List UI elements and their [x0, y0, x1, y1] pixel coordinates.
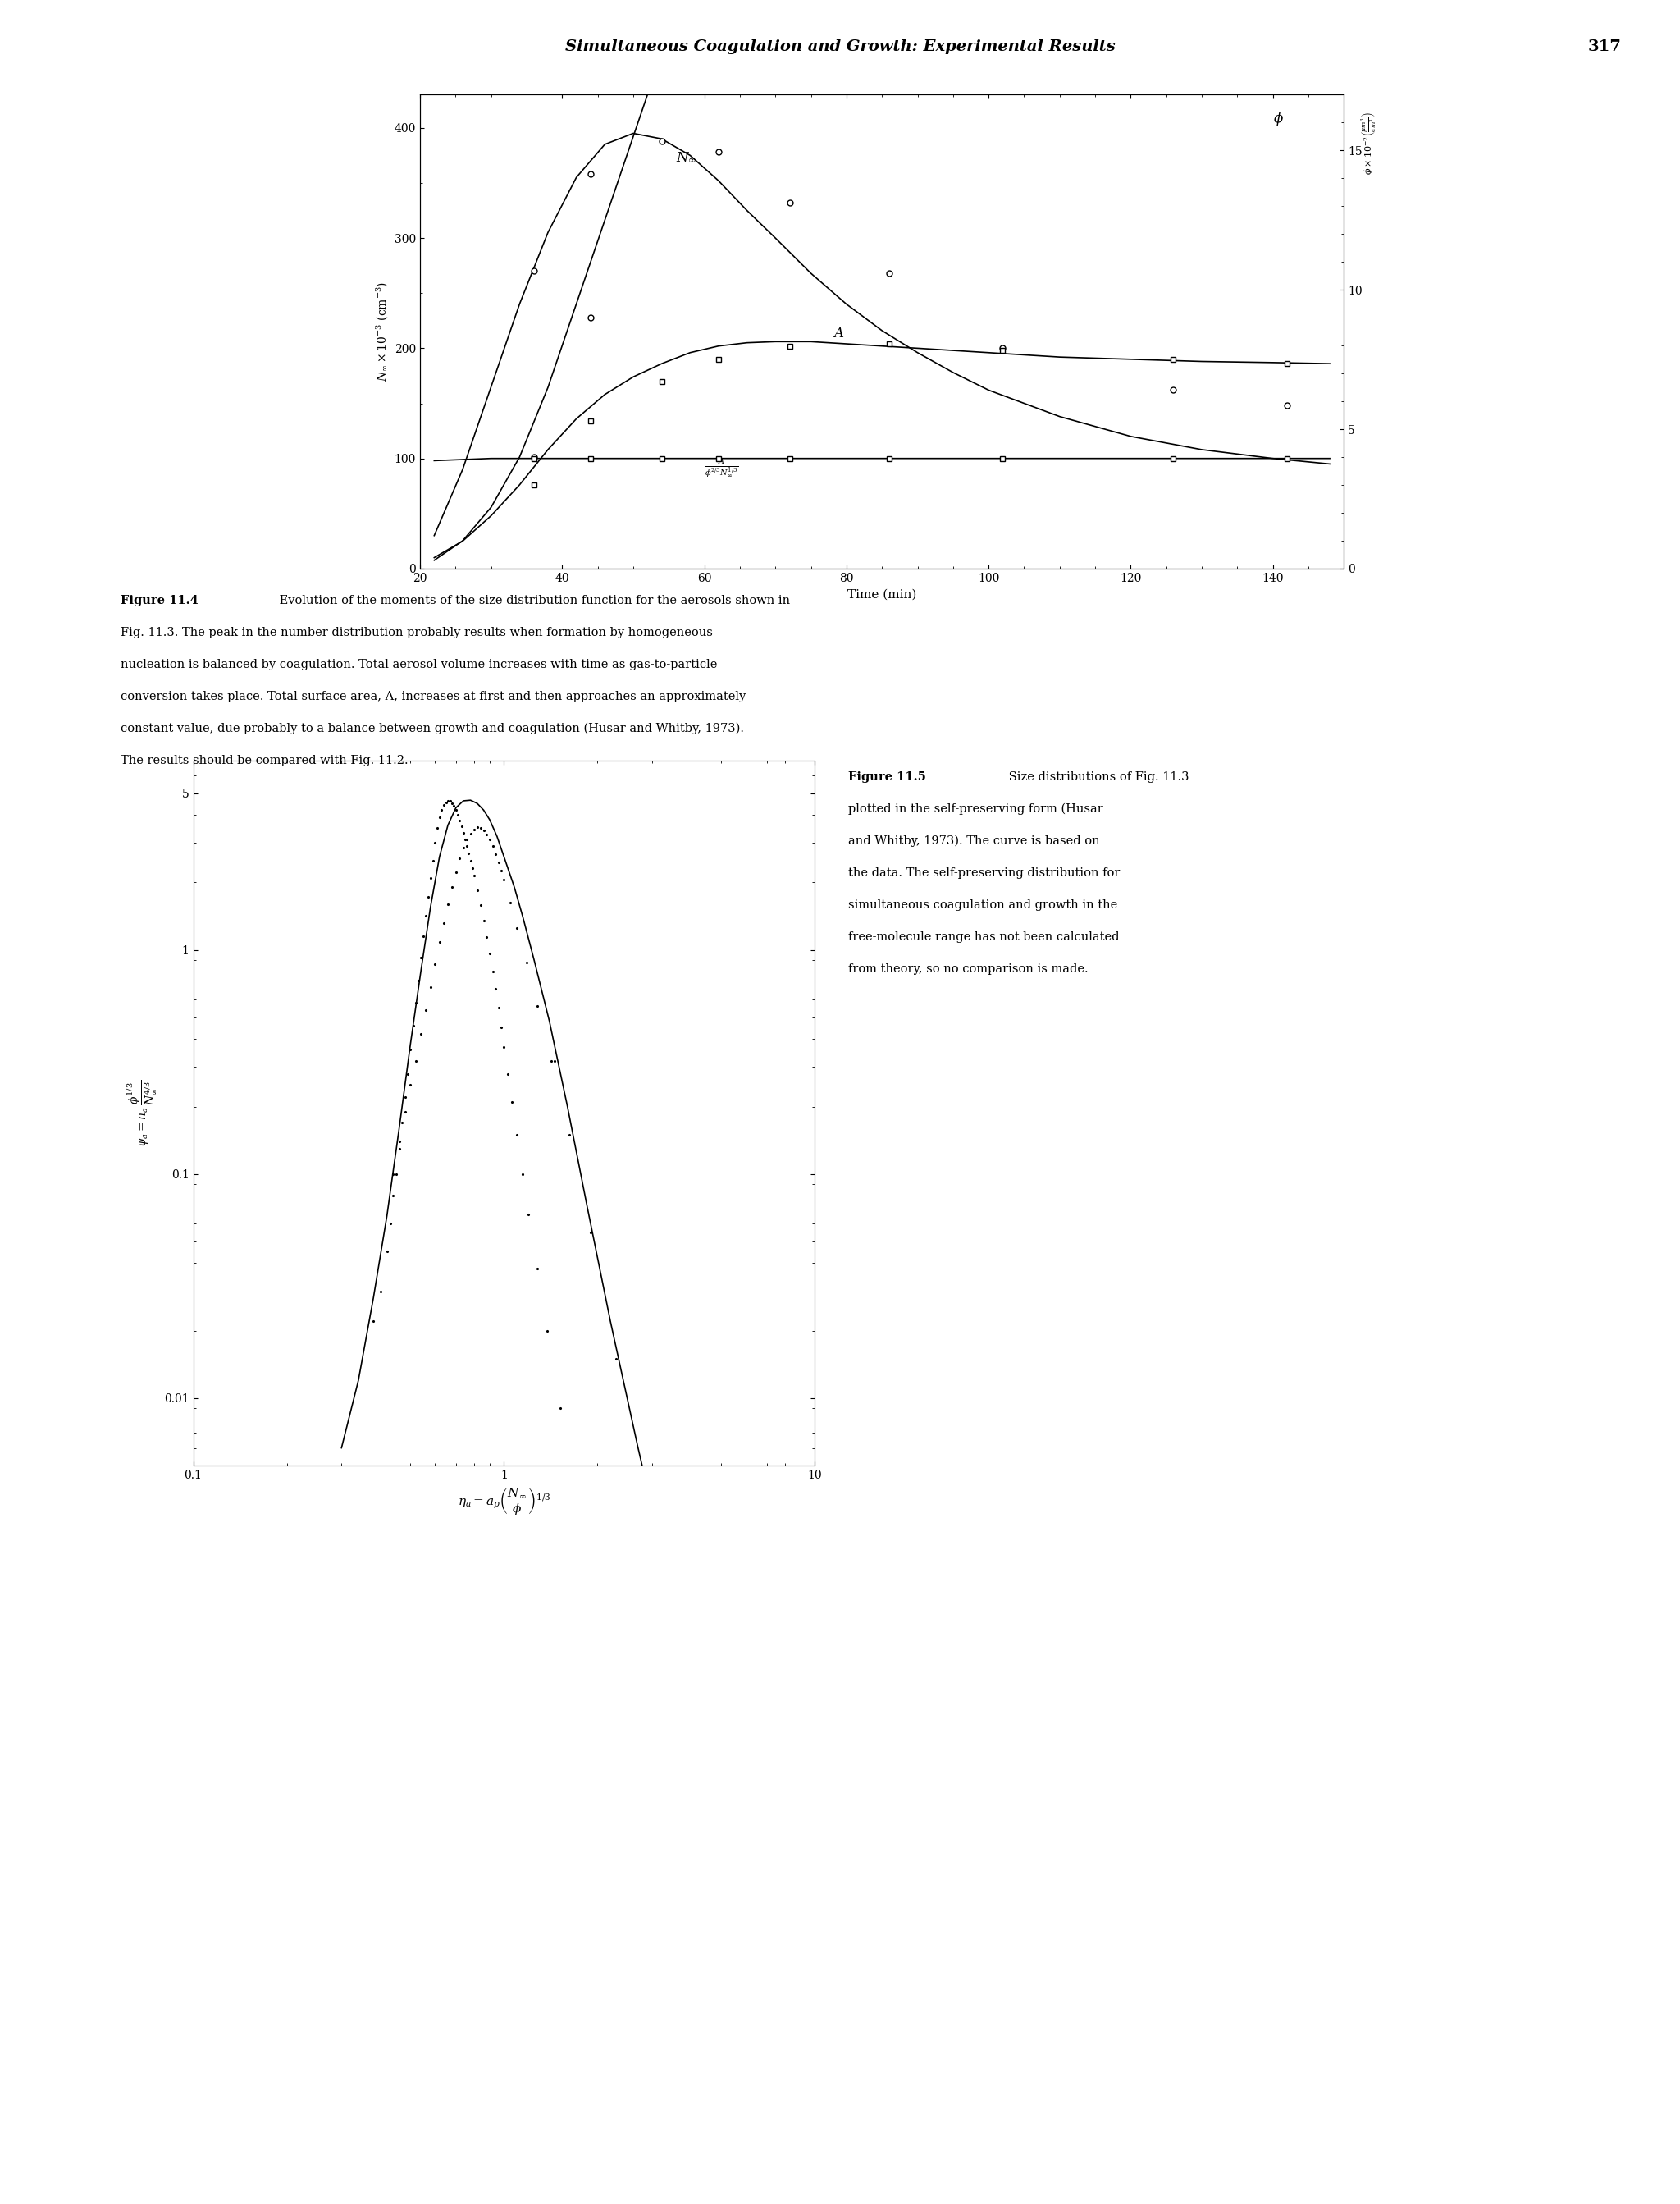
Text: free-molecule range has not been calculated: free-molecule range has not been calcula…: [848, 930, 1119, 943]
Text: $\phi \times 10^{-2}\left(\frac{\mu m^3}{cm^3}\right)$: $\phi \times 10^{-2}\left(\frac{\mu m^3}…: [1359, 112, 1379, 174]
X-axis label: Time (min): Time (min): [847, 588, 917, 599]
Text: nucleation is balanced by coagulation. Total aerosol volume increases with time : nucleation is balanced by coagulation. T…: [121, 659, 717, 670]
Text: $\frac{A}{\phi^{2/3}N_{\infty}^{1/3}}$: $\frac{A}{\phi^{2/3}N_{\infty}^{1/3}}$: [704, 456, 738, 478]
Text: $N_{\infty}$: $N_{\infty}$: [675, 150, 697, 163]
Y-axis label: $N_{\infty} \times 10^{-3}$ (cm$^{-3}$): $N_{\infty} \times 10^{-3}$ (cm$^{-3}$): [375, 282, 390, 381]
Text: $\phi$: $\phi$: [1273, 110, 1284, 128]
Text: The results should be compared with Fig. 11.2.: The results should be compared with Fig.…: [121, 754, 408, 767]
Text: Simultaneous Coagulation and Growth: Experimental Results: Simultaneous Coagulation and Growth: Exp…: [564, 40, 1116, 55]
Text: and Whitby, 1973). The curve is based on: and Whitby, 1973). The curve is based on: [848, 835, 1100, 846]
Y-axis label: $\psi_a = n_a\,\dfrac{\phi^{1/3}}{N_{\infty}^{4/3}}$: $\psi_a = n_a\,\dfrac{\phi^{1/3}}{N_{\in…: [126, 1080, 158, 1146]
X-axis label: $\eta_a = a_p \left(\dfrac{N_{\infty}}{\phi}\right)^{1/3}$: $\eta_a = a_p \left(\dfrac{N_{\infty}}{\…: [457, 1485, 551, 1516]
Text: constant value, due probably to a balance between growth and coagulation (Husar : constant value, due probably to a balanc…: [121, 723, 744, 734]
Text: conversion takes place. Total surface area, A, increases at first and then appro: conversion takes place. Total surface ar…: [121, 692, 746, 703]
Text: $A$: $A$: [832, 326, 843, 339]
Text: plotted in the self-preserving form (Husar: plotted in the self-preserving form (Hus…: [848, 802, 1104, 815]
Text: Figure 11.5: Figure 11.5: [848, 771, 926, 782]
Text: Figure 11.4: Figure 11.4: [121, 595, 198, 606]
Text: the data. The self-preserving distribution for: the data. The self-preserving distributi…: [848, 866, 1121, 879]
Text: Fig. 11.3. The peak in the number distribution probably results when formation b: Fig. 11.3. The peak in the number distri…: [121, 626, 712, 639]
Text: Size distributions of Fig. 11.3: Size distributions of Fig. 11.3: [1005, 771, 1189, 782]
Text: simultaneous coagulation and growth in the: simultaneous coagulation and growth in t…: [848, 899, 1117, 910]
Text: 317: 317: [1588, 40, 1621, 55]
Text: from theory, so no comparison is made.: from theory, so no comparison is made.: [848, 963, 1089, 974]
Text: Evolution of the moments of the size distribution function for the aerosols show: Evolution of the moments of the size dis…: [276, 595, 790, 606]
